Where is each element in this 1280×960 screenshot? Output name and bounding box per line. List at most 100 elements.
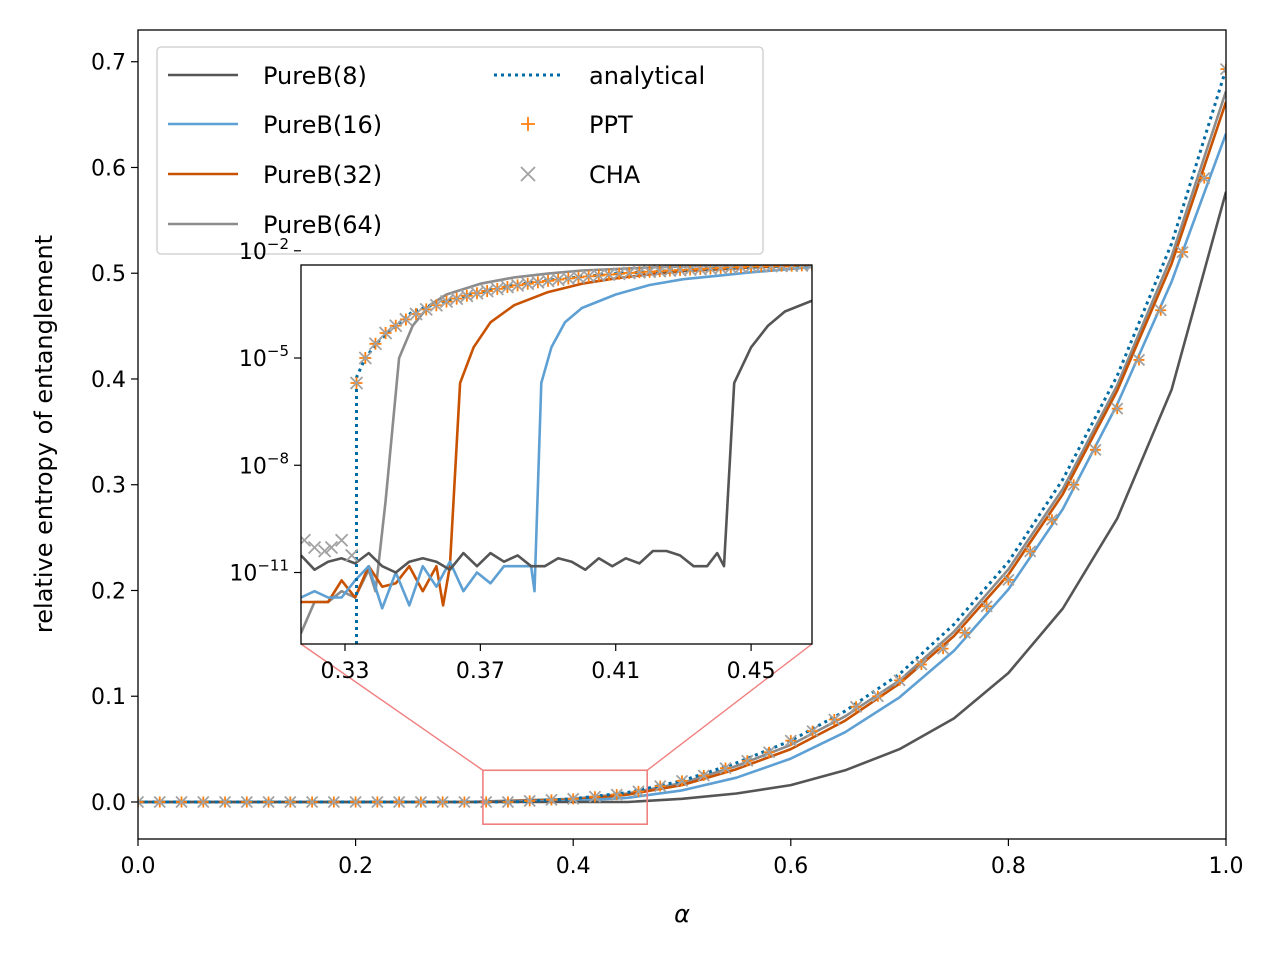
main-point-cha — [588, 790, 602, 803]
inset-point-cha — [713, 265, 728, 275]
legend-label-pureb8: PureB(8) — [263, 62, 367, 90]
main-point-cha — [349, 795, 362, 809]
main-series-pureb8 — [138, 191, 1226, 804]
main-point-cha — [138, 795, 145, 809]
main-y-tick-label: 0.4 — [91, 368, 126, 393]
inset-point-cha — [653, 265, 667, 278]
main-point-cha — [436, 795, 449, 809]
main-point-cha — [175, 795, 188, 809]
main-point-cha — [915, 658, 928, 671]
main-point-cha — [632, 785, 645, 798]
main-point-cha — [1024, 545, 1037, 558]
main-axes-frame — [137, 29, 1227, 840]
inset-point-cha — [663, 265, 677, 278]
inset-series-pureb16 — [301, 265, 812, 610]
inset-point-cha — [450, 291, 464, 306]
main-point-cha — [893, 674, 906, 687]
inset-point-cha — [622, 266, 636, 280]
main-x-tick-label: 1.0 — [1209, 854, 1244, 879]
inset-point-cha — [480, 284, 494, 298]
main-point-cha — [1219, 62, 1226, 76]
inset-x-tick-label: 0.37 — [456, 659, 505, 684]
main-point-cha — [197, 795, 210, 809]
main-point-cha — [871, 690, 884, 703]
inset-x-tick-label: 0.45 — [727, 659, 776, 684]
main-y-ticks: 0.0 0.1 0.2 0.3 0.4 0.5 0.6 0.7 — [91, 51, 138, 816]
zoom-box — [482, 769, 648, 825]
y-axis-label: relative entropy of entanglement — [30, 235, 58, 633]
main-x-tick-label: 0.6 — [773, 854, 808, 879]
main-point-cha — [936, 642, 950, 655]
zoom-indicator — [300, 643, 813, 825]
legend-label-ppt: PPT — [589, 111, 633, 139]
main-point-cha — [1067, 478, 1080, 491]
main-series-pureb32 — [138, 101, 1226, 804]
main-point-ppt — [1220, 63, 1226, 75]
inset-point-cha — [764, 265, 779, 273]
main-point-cha — [849, 700, 863, 713]
legend-label-cha: CHA — [589, 161, 641, 189]
inset-axes-frame — [300, 264, 813, 645]
inset-point-cha — [602, 267, 616, 282]
inset-point-cha — [632, 265, 647, 279]
main-y-tick-label: 0.3 — [91, 474, 126, 499]
inset-point-cha — [368, 337, 383, 351]
main-y-tick-label: 0.7 — [91, 51, 126, 76]
main-point-cha — [741, 754, 754, 767]
inset-series-pureb64 — [301, 265, 812, 634]
inset-point-cha — [409, 307, 423, 321]
main-point-cha — [1002, 573, 1015, 587]
inset-point-cha — [307, 540, 322, 555]
main-point-cha — [1176, 245, 1189, 259]
inset-point-cha — [349, 376, 364, 390]
inset-background — [301, 265, 812, 644]
main-point-cha — [1154, 304, 1167, 317]
inset-point-cha — [774, 265, 789, 273]
main-point-cha — [371, 795, 384, 809]
inset-point-cha — [429, 298, 444, 312]
main-point-cha — [153, 795, 166, 809]
main-point-cha — [240, 795, 253, 809]
main-data-marks — [138, 62, 1226, 809]
legend-label-pureb64: PureB(64) — [263, 211, 382, 239]
inset-x-ticks: 0.33 0.37 0.41 0.45 — [321, 644, 776, 684]
inset-point-cha — [805, 265, 812, 272]
main-point-cha — [1111, 402, 1124, 415]
legend-swatch-cha — [520, 166, 536, 182]
inset-y-tick-label: 10−8 — [239, 449, 289, 479]
inset-point-cha — [318, 544, 332, 558]
inset-point-cha — [358, 351, 372, 365]
main-x-tick-label: 0.0 — [121, 854, 156, 879]
main-point-cha — [1089, 443, 1102, 456]
inset-data-marks — [301, 265, 812, 644]
legend-label-pureb16: PureB(16) — [263, 111, 382, 139]
inset-point-cha — [389, 319, 403, 333]
inset-point-cha — [673, 265, 687, 277]
legend-swatch-ppt — [521, 117, 535, 131]
main-point-cha — [305, 795, 319, 809]
main-y-tick-label: 0.1 — [91, 685, 126, 710]
legend: PureB(8) PureB(16) PureB(32) PureB(64) a… — [156, 46, 764, 255]
main-point-cha — [262, 795, 275, 809]
main-point-cha — [675, 774, 689, 787]
inset-point-cha — [612, 267, 626, 281]
main-point-cha — [545, 793, 558, 807]
main-point-cha — [458, 795, 471, 809]
inset-x-tick-label: 0.33 — [321, 659, 370, 684]
main-series-cha — [138, 62, 1226, 809]
inset-point-cha — [470, 286, 484, 300]
main-point-cha — [719, 762, 732, 775]
inset-point-cha — [642, 265, 657, 279]
inset-point-cha — [324, 540, 339, 555]
inset-point-cha — [419, 302, 433, 316]
inset-point-cha — [345, 548, 359, 563]
main-point-cha — [523, 794, 536, 808]
inset-series-pureb8 — [301, 299, 812, 574]
inset-point-cha — [703, 265, 718, 276]
main-y-tick-label: 0.6 — [91, 156, 126, 181]
zoom-connector-right — [646, 643, 813, 771]
main-point-cha — [218, 795, 232, 809]
legend-label-analytical: analytical — [589, 62, 705, 90]
